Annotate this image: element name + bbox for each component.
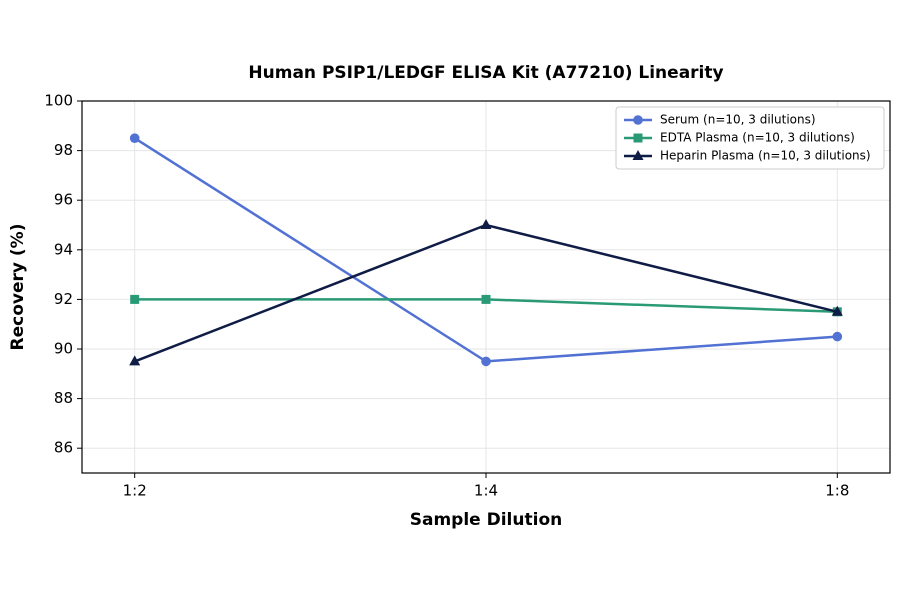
x-tick-label: 1:8	[825, 482, 849, 500]
marker	[481, 294, 491, 304]
marker	[481, 356, 491, 367]
chart-title: Human PSIP1/LEDGF ELISA Kit (A77210) Lin…	[248, 63, 723, 83]
x-axis-label: Sample Dilution	[410, 510, 562, 530]
y-tick-label: 98	[54, 141, 73, 159]
marker	[633, 115, 643, 125]
marker	[831, 305, 843, 316]
marker	[480, 219, 492, 229]
legend-label: Serum (n=10, 3 dilutions)	[660, 113, 816, 127]
y-tick-label: 94	[54, 240, 73, 258]
marker	[832, 331, 843, 342]
marker	[130, 294, 140, 304]
legend: Serum (n=10, 3 dilutions) EDTA Plasma (n=…	[615, 106, 885, 170]
legend-label: EDTA Plasma (n=10, 3 dilutions)	[660, 131, 855, 145]
legend-box	[615, 106, 885, 170]
marker	[129, 133, 140, 143]
y-tick-label: 100	[44, 92, 73, 110]
marker	[632, 150, 644, 160]
plot-frame	[81, 100, 891, 474]
y-tick-label: 96	[54, 191, 73, 209]
y-tick-label: 92	[54, 290, 73, 308]
x-tick-label: 1:2	[123, 482, 147, 500]
y-tick-label: 86	[54, 439, 73, 457]
marker	[129, 355, 141, 366]
marker	[633, 133, 643, 143]
x-tick-label: 1:4	[474, 482, 498, 500]
y-tick-label: 90	[54, 340, 73, 358]
y-tick-label: 88	[54, 389, 73, 407]
legend-label: Heparin Plasma (n=10, 3 dilutions)	[660, 149, 871, 163]
y-axis-label: Recovery (%)	[8, 224, 28, 351]
